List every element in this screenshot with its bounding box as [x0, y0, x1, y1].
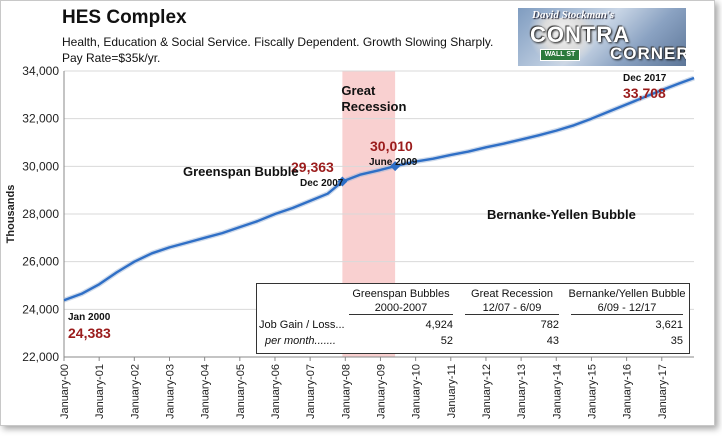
y-tick-label: 30,000: [22, 159, 59, 173]
x-tick-label: January-06: [270, 364, 282, 419]
x-tick-label: January-07: [305, 364, 317, 419]
x-tick-label: January-12: [481, 364, 493, 419]
x-tick-label: January-00: [59, 364, 71, 419]
table-column-range: 12/07 - 6/09: [482, 302, 542, 314]
series-line: [63, 76, 695, 302]
x-tick-label: January-15: [586, 364, 598, 419]
x-tick-label: January-11: [446, 364, 458, 418]
greenspan-bubble-label: Greenspan Bubble: [183, 164, 299, 179]
table-cell: 35: [670, 335, 683, 347]
x-tick-label: January-01: [94, 364, 106, 419]
annotation-date: Dec 2007: [300, 178, 344, 189]
annotation-marker: [337, 176, 348, 187]
table-cell: 782: [540, 319, 559, 331]
subtitle-line-1: Health, Education & Social Service. Fisc…: [62, 35, 494, 49]
x-tick-label: January-13: [516, 364, 528, 419]
y-tick-label: 32,000: [22, 112, 59, 126]
x-tick-label: January-16: [622, 364, 634, 419]
x-tick-label: January-05: [235, 364, 247, 419]
x-tick-label: January-09: [375, 364, 387, 419]
logo-corner: CORNER: [610, 44, 686, 63]
table-header-underline: [571, 314, 683, 315]
annotation-value: 30,010: [370, 138, 413, 154]
wall-street-sign: WALL ST: [540, 49, 580, 61]
y-axis-label: Thousands: [5, 185, 17, 244]
x-tick-label: January-10: [411, 364, 423, 419]
table-column-header: Bernanke/Yellen Bubble: [568, 288, 686, 300]
subtitle-line-2: Pay Rate=$35k/yr.: [62, 51, 161, 65]
table-column-header: Great Recession: [471, 288, 553, 300]
annotation-date: Dec 2017: [623, 73, 667, 84]
summary-table: Greenspan Bubbles 2000-2007 Great Recessio…: [256, 283, 690, 354]
table-header-underline: [349, 314, 453, 315]
x-tick-label: January-14: [551, 364, 563, 419]
table-row-label: Job Gain / Loss...: [259, 319, 345, 331]
table-column-range: 2000-2007: [374, 302, 428, 314]
table-column-header: Greenspan Bubbles: [352, 288, 450, 300]
chart-subtitle: Health, Education & Social Service. Fisc…: [62, 34, 493, 66]
table-cell: 43: [546, 335, 559, 347]
contra-corner-logo: David Stockman's CONTRA WALL ST CORNER: [518, 8, 686, 66]
y-tick-label: 26,000: [22, 255, 59, 269]
annotation-marker: [390, 161, 401, 172]
y-tick-label: 24,000: [22, 302, 59, 316]
annotation-date: Jan 2000: [68, 312, 111, 323]
x-tick-label: January-02: [129, 364, 141, 419]
table-cell: 52: [440, 335, 453, 347]
recession-band-label: Great Recession: [341, 83, 406, 114]
y-tick-label: 34,000: [22, 64, 59, 78]
table-header-underline: [465, 314, 559, 315]
chart-title: HES Complex: [62, 7, 187, 28]
logo-contra: CONTRA: [530, 22, 631, 47]
annotation-value: 29,363: [291, 159, 334, 175]
table-cell: 4,924: [425, 319, 453, 331]
bernanke-yellen-bubble-label: Bernanke-Yellen Bubble: [487, 207, 636, 222]
logo-author: David Stockman's: [532, 9, 615, 21]
annotation-value: 24,383: [68, 325, 111, 341]
annotation-value: 33,708: [623, 85, 666, 101]
table-column-range: 6/09 - 12/17: [597, 302, 657, 314]
y-tick-label: 28,000: [22, 207, 59, 221]
x-tick-label: January-17: [657, 364, 669, 419]
x-tick-label: January-03: [164, 364, 176, 419]
y-tick-label: 22,000: [22, 350, 59, 364]
x-tick-label: January-08: [340, 364, 352, 419]
x-tick-label: January-04: [200, 364, 212, 419]
table-cell: 3,621: [655, 319, 683, 331]
annotation-date: June 2009: [369, 157, 418, 168]
table-row-label: per month.......: [265, 335, 336, 347]
